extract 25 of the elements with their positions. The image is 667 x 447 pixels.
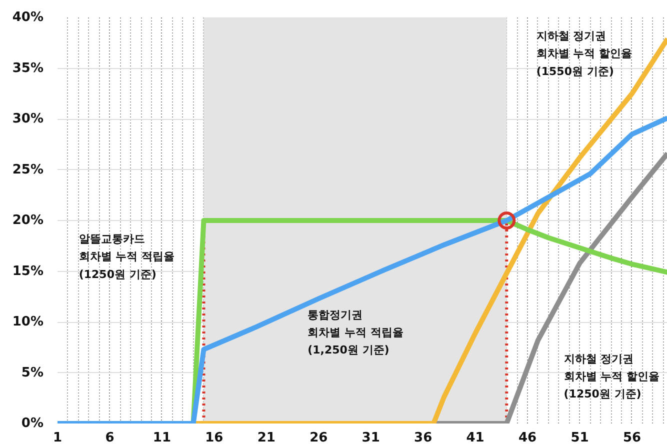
- y-tick-label: 20%: [12, 213, 44, 228]
- x-tick-label: 16: [205, 430, 224, 446]
- x-tick-label: 46: [518, 430, 537, 446]
- y-tick-label: 40%: [12, 10, 44, 25]
- x-tick-label: 6: [105, 430, 114, 446]
- annotation: 지하철 정기권 회차별 누적 할인율 (1550원 기준): [535, 30, 632, 78]
- y-tick-label: 35%: [12, 60, 44, 76]
- annotation: 알뜰교통카드 회차별 누적 적립율 (1250원 기준): [78, 232, 175, 281]
- x-tick-label: 1: [52, 430, 62, 446]
- x-tick-label: 41: [466, 430, 484, 446]
- y-tick-label: 5%: [21, 365, 44, 380]
- x-tick-label: 36: [414, 430, 432, 446]
- annotation: 지하철 정기권 회차별 누적 할인율 (1250원 기준): [562, 352, 660, 401]
- x-tick-label: 21: [257, 430, 276, 446]
- y-tick-label: 25%: [12, 162, 44, 178]
- x-tick-label: 31: [362, 430, 380, 446]
- y-tick-label: 10%: [12, 314, 44, 330]
- x-tick-label: 56: [622, 430, 642, 446]
- y-tick-label: 0%: [21, 416, 44, 431]
- x-tick-label: 11: [152, 430, 171, 446]
- y-tick-label: 15%: [12, 264, 44, 279]
- x-tick-label: 51: [570, 430, 589, 446]
- y-tick-label: 30%: [12, 112, 44, 126]
- x-tick-label: 26: [310, 430, 328, 446]
- annotation: 통합정기권 회차별 누적 적립율 (1,250원 기준): [308, 308, 404, 357]
